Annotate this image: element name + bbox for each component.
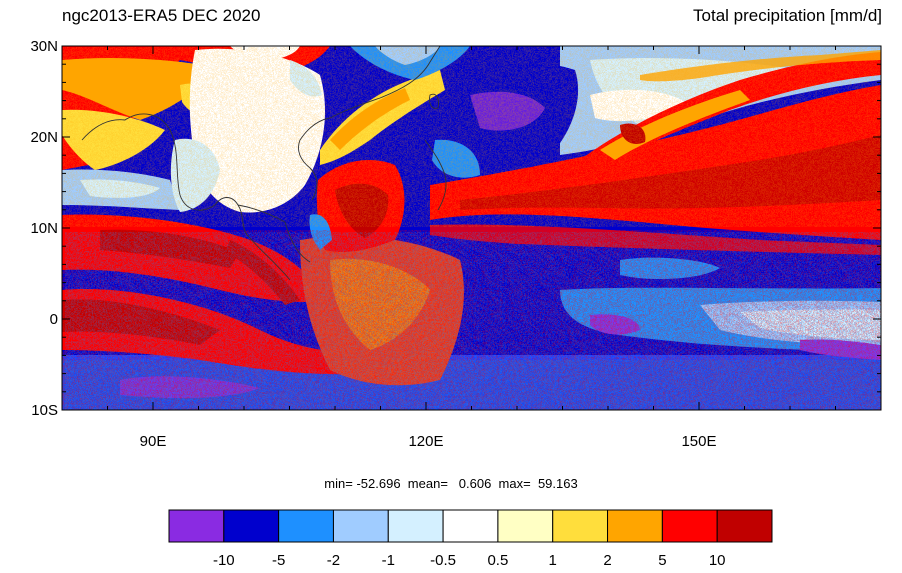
colorbar: -10 -5 -2 -1 -0.5 0.5 1 2 5 10 (168, 509, 773, 569)
colorbar-box (442, 509, 499, 543)
min-value: -52.696 (356, 476, 401, 491)
min-label: min= (324, 476, 353, 491)
lon-tick-label: 150E (681, 433, 716, 450)
colorbar-label: -1 (382, 552, 395, 569)
colorbar-box (332, 509, 389, 543)
colorbar-label: -2 (327, 552, 340, 569)
colorbar-box (223, 509, 280, 543)
lat-tick-label: 10S (31, 402, 58, 419)
variable-title: Total precipitation [mm/d] (693, 6, 882, 25)
colorbar-label: -5 (272, 552, 285, 569)
colorbar-label: 5 (658, 552, 666, 569)
lat-tick-label: 30N (30, 38, 58, 55)
colorbar-label: 0.5 (487, 552, 508, 569)
lat-tick-label: 20N (30, 129, 58, 146)
colorbar-label: 10 (709, 552, 726, 569)
colorbar-box (387, 509, 444, 543)
colorbar-box (497, 509, 554, 543)
lon-tick-label: 120E (408, 433, 443, 450)
lat-tick-label: 10N (30, 220, 58, 237)
coastlines (81, 46, 447, 281)
map-title: ngc2013-ERA5 DEC 2020 (62, 6, 261, 25)
colorbar-label: 1 (549, 552, 557, 569)
statistics-line: min= -52.696 mean= 0.606 max= 59.163 (0, 476, 902, 491)
colorbar-box (552, 509, 609, 543)
colorbar-label: -10 (213, 552, 235, 569)
mean-value: 0.606 (458, 476, 492, 491)
map-axes: 30N 20N 10N 0 10S 90E 120E 150E (30, 38, 882, 450)
max-value: 59.163 (537, 476, 578, 491)
colorbar-box (168, 509, 225, 543)
lat-tick-label: 0 (50, 311, 58, 328)
colorbar-label: -0.5 (430, 552, 456, 569)
colorbar-box (278, 509, 334, 543)
precipitation-field (62, 46, 881, 410)
lon-tick-label: 90E (140, 433, 167, 450)
colorbar-box (607, 509, 663, 543)
colorbar-box (716, 509, 773, 543)
colorbar-box (661, 509, 718, 543)
colorbar-label: 2 (603, 552, 611, 569)
mean-label: mean= (407, 476, 448, 491)
max-label: max= (498, 476, 531, 491)
